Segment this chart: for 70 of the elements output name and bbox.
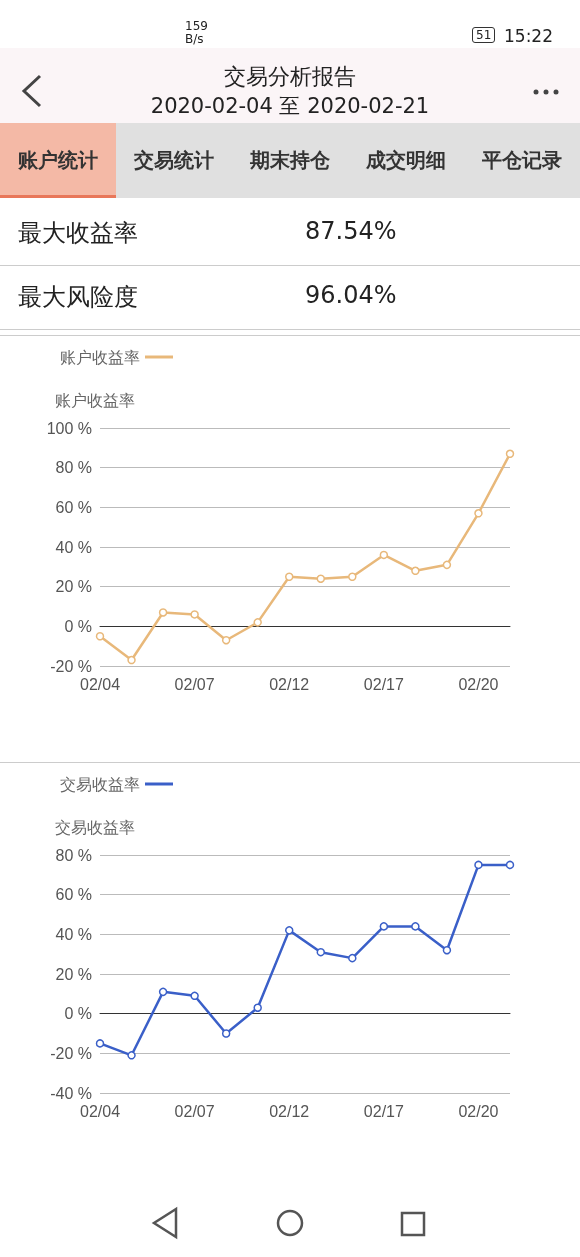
y-tick-label: 0 % bbox=[64, 1005, 92, 1023]
point bbox=[474, 509, 483, 518]
point bbox=[348, 953, 357, 963]
x-tick-label: 02/20 bbox=[458, 675, 499, 693]
point bbox=[474, 860, 483, 870]
y-tick-label: -20 % bbox=[50, 657, 92, 675]
text: 平仓记录 bbox=[481, 147, 563, 174]
text: 15:22 bbox=[504, 26, 553, 46]
y-tick-label: 60 % bbox=[55, 886, 92, 904]
point bbox=[505, 860, 515, 870]
text: 成交明细 bbox=[365, 147, 447, 174]
point bbox=[316, 574, 326, 583]
text: 2020-02-04 至 2020-02-21 bbox=[149, 93, 431, 120]
y-axis-title: 账户收益率 bbox=[55, 390, 135, 410]
y-tick-label: -20 % bbox=[50, 1044, 92, 1062]
text: 账户统计 bbox=[0, 123, 116, 198]
point bbox=[253, 618, 262, 627]
text: 87.54% bbox=[305, 217, 397, 245]
y-tick-label: -40 % bbox=[50, 1084, 92, 1102]
text: 51 bbox=[472, 27, 496, 43]
y-tick-label: 20 % bbox=[55, 965, 92, 983]
text: 159 B/s bbox=[185, 19, 209, 46]
point bbox=[127, 1051, 136, 1060]
point bbox=[95, 1039, 105, 1048]
point bbox=[284, 572, 294, 581]
text: 最大收益率 bbox=[18, 218, 138, 249]
point bbox=[442, 945, 452, 955]
text: 96.04% bbox=[305, 281, 397, 309]
y-tick-label: 80 % bbox=[55, 459, 92, 477]
point bbox=[158, 987, 168, 997]
point bbox=[379, 922, 389, 931]
point bbox=[442, 560, 452, 570]
point bbox=[316, 947, 326, 957]
point bbox=[505, 449, 515, 459]
point bbox=[411, 922, 420, 931]
point bbox=[253, 1003, 262, 1012]
point bbox=[221, 1029, 231, 1038]
x-tick-label: 02/12 bbox=[269, 675, 310, 693]
x-tick-label: 02/07 bbox=[174, 1102, 215, 1120]
text: 交易分析报告 bbox=[223, 63, 357, 91]
point bbox=[348, 572, 357, 581]
point bbox=[379, 550, 389, 560]
y-tick-label: 100 % bbox=[46, 419, 92, 437]
text: 最大风险度 bbox=[18, 282, 138, 313]
y-tick-label: 40 % bbox=[55, 538, 92, 556]
text: 交易统计 bbox=[133, 147, 215, 174]
y-axis-title: 交易收益率 bbox=[55, 817, 135, 837]
y-tick-label: 40 % bbox=[55, 925, 92, 943]
y-tick-label: 60 % bbox=[55, 498, 92, 516]
y-tick-label: 20 % bbox=[55, 578, 92, 596]
point bbox=[158, 608, 168, 617]
x-tick-label: 02/04 bbox=[79, 1102, 121, 1120]
x-tick-label: 02/07 bbox=[174, 675, 215, 693]
point bbox=[190, 610, 199, 619]
point bbox=[190, 991, 199, 1001]
point bbox=[221, 635, 231, 645]
point bbox=[95, 632, 105, 641]
x-tick-label: 02/17 bbox=[363, 675, 404, 693]
legend-label: 账户收益率 bbox=[60, 347, 140, 367]
point bbox=[284, 926, 294, 935]
x-tick-label: 02/12 bbox=[269, 1102, 310, 1120]
text: 期末持仓 bbox=[249, 147, 331, 174]
x-tick-label: 02/17 bbox=[363, 1102, 404, 1120]
y-tick-label: 0 % bbox=[64, 617, 92, 635]
point bbox=[127, 655, 136, 665]
x-tick-label: 02/20 bbox=[458, 1102, 499, 1120]
y-tick-label: 80 % bbox=[55, 846, 92, 864]
x-tick-label: 02/04 bbox=[79, 675, 121, 693]
legend-label: 交易收益率 bbox=[60, 774, 140, 794]
point bbox=[411, 566, 420, 576]
